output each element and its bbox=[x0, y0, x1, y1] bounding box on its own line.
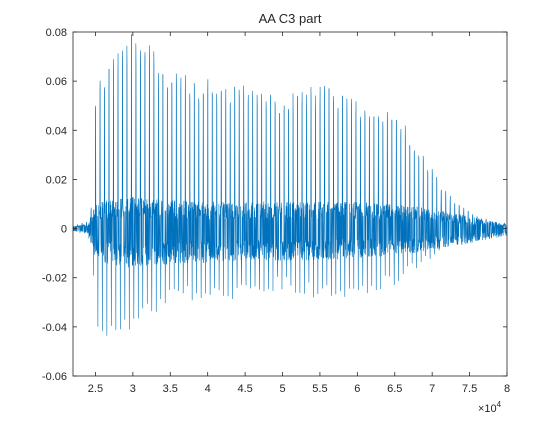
y-tick-label: 0.02 bbox=[46, 174, 67, 186]
x-axis-exponent-base: ×10 bbox=[478, 403, 497, 415]
x-axis-exponent-label: ×104 bbox=[478, 400, 502, 415]
x-axis-ticks: 2.5 3 3.5 4 4.5 5 5.5 6 6.5 7 7.5 8 bbox=[88, 32, 510, 395]
x-tick-label: 6.5 bbox=[387, 383, 402, 395]
y-tick-label: -0.06 bbox=[42, 371, 67, 383]
x-tick-label: 3.5 bbox=[163, 383, 178, 395]
x-tick-label: 2.5 bbox=[88, 383, 103, 395]
axes bbox=[72, 31, 508, 377]
y-tick-label: 0.06 bbox=[46, 76, 67, 88]
x-tick-label: 6 bbox=[354, 383, 360, 395]
chart-title: AA C3 part bbox=[259, 11, 322, 26]
y-axis-ticks: -0.06 -0.04 -0.02 0 0.02 0.04 0.06 0.08 bbox=[42, 27, 507, 383]
x-tick-label: 5.5 bbox=[312, 383, 327, 395]
x-tick-label: 5 bbox=[279, 383, 285, 395]
x-tick-label: 3 bbox=[130, 383, 136, 395]
x-tick-label: 4.5 bbox=[237, 383, 252, 395]
x-tick-label: 4 bbox=[205, 383, 211, 395]
y-tick-label: -0.04 bbox=[42, 322, 67, 334]
plot-area bbox=[73, 33, 507, 336]
y-tick-label: 0.04 bbox=[46, 125, 67, 137]
y-tick-label: -0.02 bbox=[42, 273, 67, 285]
x-tick-label: 7.5 bbox=[462, 383, 477, 395]
x-tick-label: 8 bbox=[504, 383, 510, 395]
x-tick-label: 7 bbox=[429, 383, 435, 395]
y-tick-label: 0 bbox=[61, 224, 67, 236]
axes-box bbox=[72, 31, 508, 377]
x-axis-exponent-power: 4 bbox=[497, 400, 502, 409]
waveform-series-line bbox=[73, 33, 507, 336]
y-tick-label: 0.08 bbox=[46, 27, 67, 39]
